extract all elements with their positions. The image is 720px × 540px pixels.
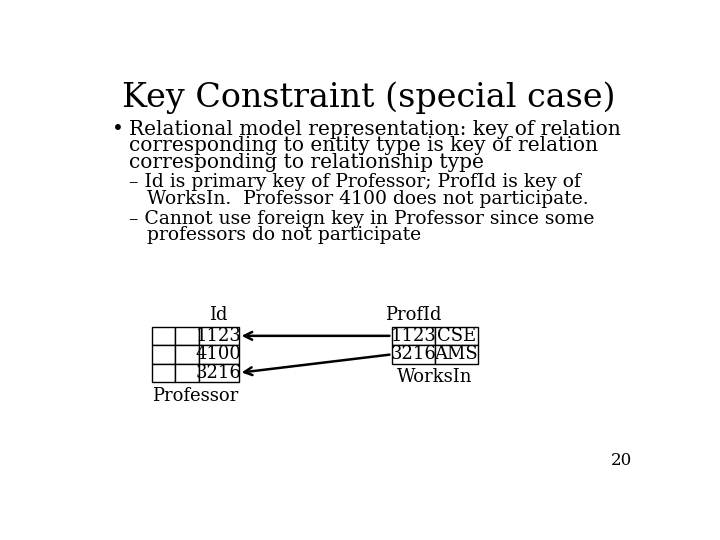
Text: CSE: CSE bbox=[436, 327, 476, 345]
Bar bbox=[175, 363, 199, 382]
Text: corresponding to relationship type: corresponding to relationship type bbox=[129, 153, 484, 172]
Text: 3216: 3216 bbox=[196, 364, 242, 382]
Bar bbox=[435, 345, 477, 363]
Text: ProfId: ProfId bbox=[385, 306, 442, 323]
Text: Professor: Professor bbox=[152, 387, 238, 404]
Bar bbox=[175, 327, 199, 345]
Bar bbox=[199, 345, 239, 363]
Text: Key Constraint (special case): Key Constraint (special case) bbox=[122, 82, 616, 114]
Bar bbox=[392, 345, 435, 363]
Text: WorksIn.  Professor 4100 does not participate.: WorksIn. Professor 4100 does not partici… bbox=[129, 190, 588, 207]
Bar bbox=[199, 363, 239, 382]
Bar bbox=[175, 345, 199, 363]
Text: 20: 20 bbox=[611, 452, 632, 469]
Text: – Cannot use foreign key in Professor since some: – Cannot use foreign key in Professor si… bbox=[129, 210, 594, 227]
Bar bbox=[152, 345, 175, 363]
Text: 3216: 3216 bbox=[391, 345, 436, 363]
Text: professors do not participate: professors do not participate bbox=[129, 226, 421, 244]
Text: corresponding to entity type is key of relation: corresponding to entity type is key of r… bbox=[129, 137, 598, 156]
Bar bbox=[152, 363, 175, 382]
Bar bbox=[152, 327, 175, 345]
Text: 4100: 4100 bbox=[196, 345, 242, 363]
Text: •: • bbox=[112, 120, 124, 139]
Bar bbox=[435, 327, 477, 345]
Text: Relational model representation: key of relation: Relational model representation: key of … bbox=[129, 120, 621, 139]
Text: AMS: AMS bbox=[434, 345, 478, 363]
Text: – Id is primary key of Professor; ProfId is key of: – Id is primary key of Professor; ProfId… bbox=[129, 173, 580, 191]
Text: WorksIn: WorksIn bbox=[397, 368, 472, 386]
Bar bbox=[392, 327, 435, 345]
Bar bbox=[199, 327, 239, 345]
Text: 1123: 1123 bbox=[391, 327, 436, 345]
Text: Id: Id bbox=[210, 306, 228, 323]
Text: 1123: 1123 bbox=[196, 327, 242, 345]
